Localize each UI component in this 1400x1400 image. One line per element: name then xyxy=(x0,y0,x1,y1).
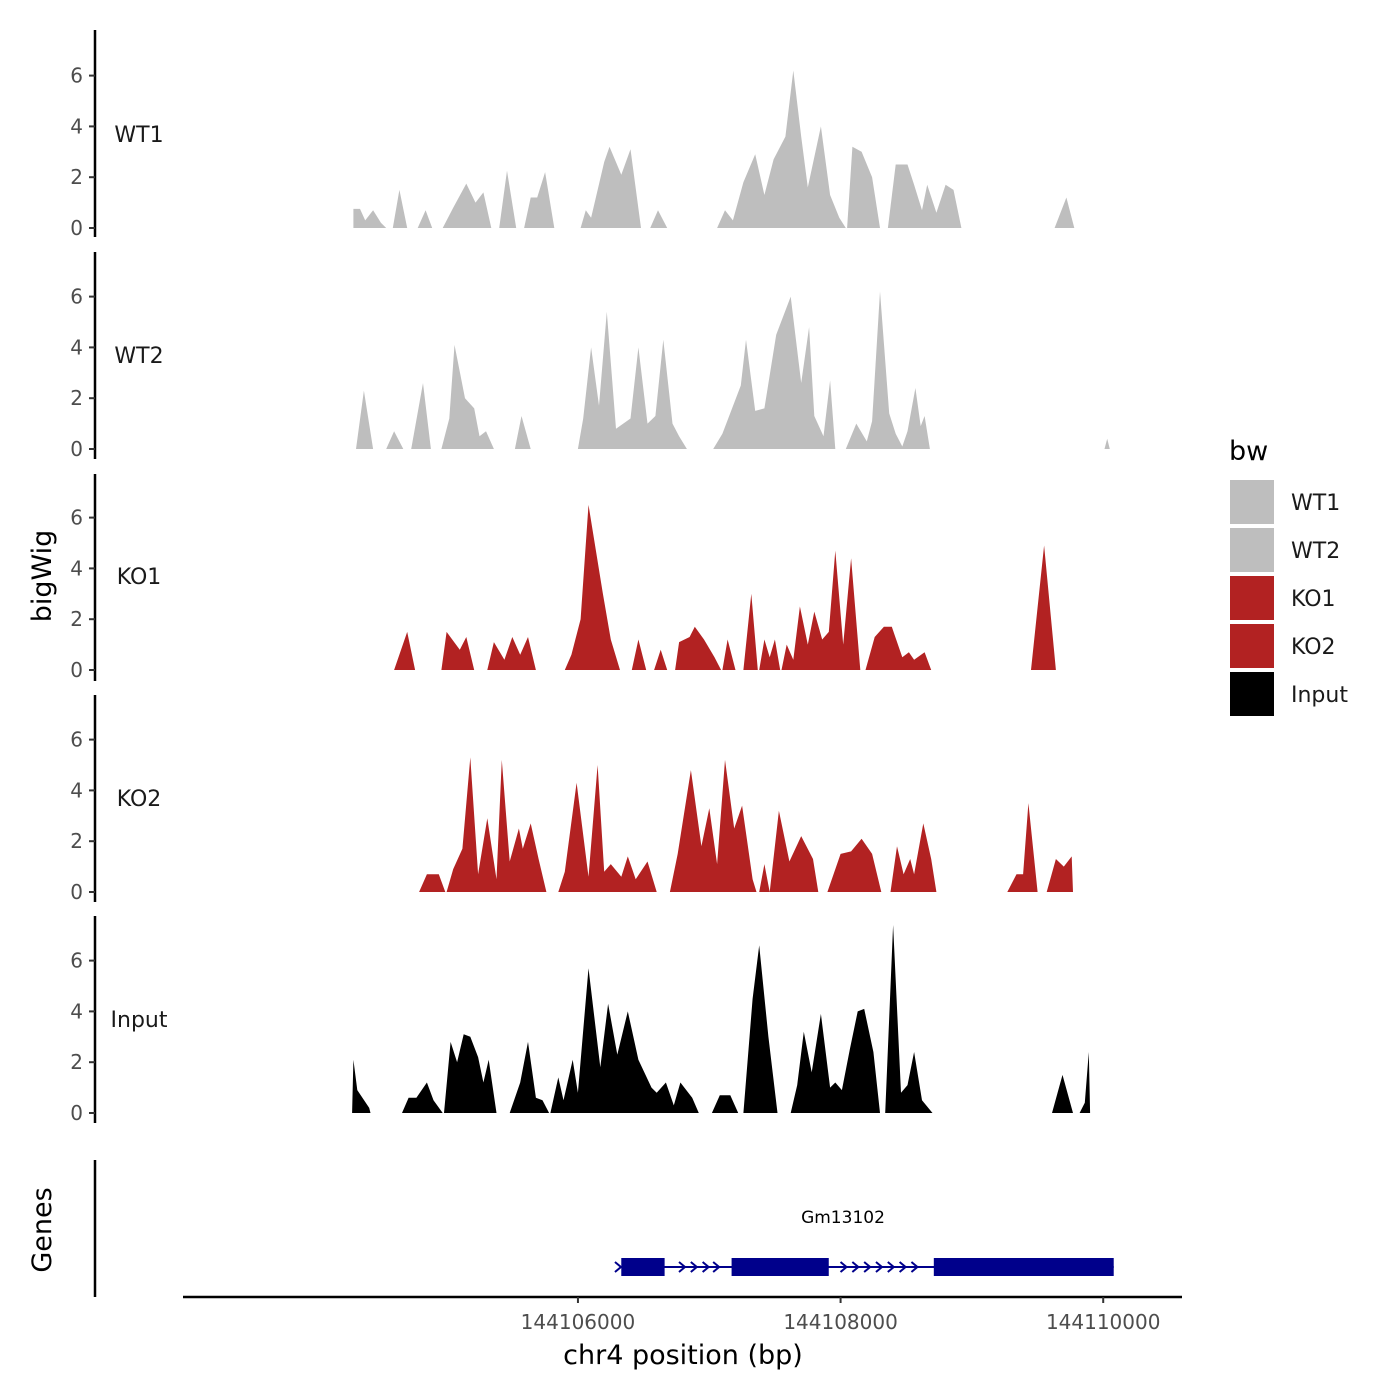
y-tick-label: 4 xyxy=(70,335,83,359)
genes-axis-title: Genes xyxy=(27,1187,58,1272)
strand-arrow xyxy=(839,1261,849,1273)
legend-swatch xyxy=(1230,528,1274,572)
x-tick-label: 144110000 xyxy=(1046,1310,1161,1334)
signal-area-ko1 xyxy=(394,504,1056,670)
y-tick-label: 4 xyxy=(70,556,83,580)
legend-swatch xyxy=(1230,672,1274,716)
gene-model: Gm13102 xyxy=(614,1208,1114,1276)
track-input: 0 2 4 6 Input xyxy=(70,916,1091,1125)
track-label-wt1: WT1 xyxy=(114,123,163,148)
legend-swatch xyxy=(1230,480,1274,524)
gene-label: Gm13102 xyxy=(801,1208,885,1228)
y-tick-label: 4 xyxy=(70,778,83,802)
track-label-ko2: KO2 xyxy=(117,787,162,812)
legend-item-ko1: KO1 xyxy=(1230,576,1336,620)
signal-area-ko2 xyxy=(419,757,1074,892)
x-tick-label: 144106000 xyxy=(521,1310,636,1334)
strand-arrow xyxy=(712,1261,721,1273)
gene-exon xyxy=(621,1258,665,1276)
strand-arrow xyxy=(701,1261,711,1273)
y-tick-label: 2 xyxy=(70,1050,83,1074)
track-label-input: Input xyxy=(111,1008,168,1033)
signal-area-wt2 xyxy=(356,291,1110,449)
y-tick-label: 0 xyxy=(70,1101,83,1125)
y-tick-label: 2 xyxy=(70,607,83,631)
y-tick-label: 0 xyxy=(70,880,83,904)
y-tick-label: 4 xyxy=(70,114,83,138)
strand-arrow xyxy=(678,1261,687,1273)
strand-arrow xyxy=(898,1261,908,1273)
strand-arrow xyxy=(851,1261,860,1273)
track-panels: 0 2 4 6 WT1 0 2 4 6 WT2 0 2 4 6 KO1 0 2 4 6 KO2 0 2 4 6 Input xyxy=(70,30,1110,1125)
gene-exon xyxy=(731,1258,829,1276)
legend-item-wt1: WT1 xyxy=(1230,480,1340,524)
y-tick-label: 0 xyxy=(70,216,83,240)
y-tick-label: 6 xyxy=(70,64,83,88)
y-tick-label: 0 xyxy=(70,658,83,682)
y-tick-label: 4 xyxy=(70,999,83,1023)
x-axis: 144106000 144108000 144110000 xyxy=(183,1295,1182,1334)
legend-swatch xyxy=(1230,624,1274,668)
legend-item-wt2: WT2 xyxy=(1230,528,1340,572)
signal-area-wt1 xyxy=(353,70,1075,228)
strand-arrow xyxy=(863,1261,872,1273)
y-tick-label: 2 xyxy=(70,165,83,189)
strand-arrow xyxy=(910,1261,919,1273)
legend-label: WT2 xyxy=(1291,539,1340,564)
strand-arrow xyxy=(690,1261,699,1273)
legend-item-input: Input xyxy=(1230,672,1348,716)
track-label-ko1: KO1 xyxy=(117,565,162,590)
x-axis-title: chr4 position (bp) xyxy=(563,1340,803,1371)
strand-arrow xyxy=(887,1261,896,1273)
legend-label: WT1 xyxy=(1291,491,1340,516)
track-wt2: 0 2 4 6 WT2 xyxy=(70,252,1110,461)
y-axis-title: bigWig xyxy=(27,530,58,623)
legend-title: bw xyxy=(1229,436,1268,467)
track-ko2: 0 2 4 6 KO2 xyxy=(70,695,1074,904)
legend-item-ko2: KO2 xyxy=(1230,624,1336,668)
signal-area-input xyxy=(352,925,1091,1113)
y-tick-label: 0 xyxy=(70,437,83,461)
legend-swatch xyxy=(1230,576,1274,620)
legend-label: KO1 xyxy=(1291,587,1336,612)
track-wt1: 0 2 4 6 WT1 xyxy=(70,30,1075,240)
y-tick-label: 6 xyxy=(70,949,83,973)
strand-arrow xyxy=(614,1261,623,1273)
y-tick-label: 2 xyxy=(70,386,83,410)
track-label-wt2: WT2 xyxy=(114,344,163,369)
y-tick-label: 6 xyxy=(70,728,83,752)
gene-exon xyxy=(933,1258,1114,1276)
legend-label: Input xyxy=(1291,683,1348,708)
strand-arrow xyxy=(875,1261,884,1273)
y-tick-label: 6 xyxy=(70,506,83,530)
y-tick-label: 6 xyxy=(70,285,83,309)
x-tick-label: 144108000 xyxy=(783,1310,898,1334)
legend-label: KO2 xyxy=(1291,635,1336,660)
track-ko1: 0 2 4 6 KO1 xyxy=(70,474,1056,682)
y-tick-label: 2 xyxy=(70,829,83,853)
legend: bw WT1 WT2 KO1 KO2 Input xyxy=(1229,436,1348,716)
genes-panel: Gm13102 xyxy=(93,1160,1114,1297)
